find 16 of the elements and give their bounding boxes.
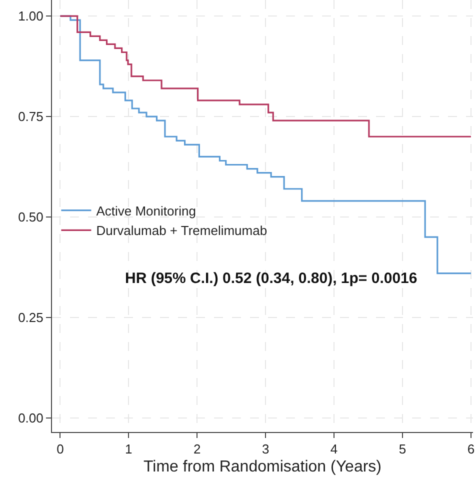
x-tick-label: 4 <box>330 442 338 457</box>
y-tick-label: 1.00 <box>18 8 44 24</box>
y-tick-label: 0.50 <box>18 210 44 225</box>
y-tick-label: 0.25 <box>18 310 44 326</box>
x-axis-title: Time from Randomisation (Years) <box>143 458 382 476</box>
x-tick-label: 6 <box>467 442 475 457</box>
y-tick-label: 0.75 <box>18 109 44 124</box>
legend-label: Active Monitoring <box>96 203 196 218</box>
x-tick-label: 3 <box>262 442 270 457</box>
annotation: HR (95% C.I.) 0.52 (0.34, 0.80), 1p= 0.0016 <box>125 270 418 287</box>
x-tick-label: 2 <box>194 442 201 457</box>
x-tick-label: 0 <box>56 442 64 457</box>
y-tick-label: 0.00 <box>18 410 44 426</box>
x-tick-label: 5 <box>398 442 406 457</box>
x-tick-label: 1 <box>125 442 132 457</box>
legend-label: Durvalumab + Tremelimumab <box>96 223 268 238</box>
